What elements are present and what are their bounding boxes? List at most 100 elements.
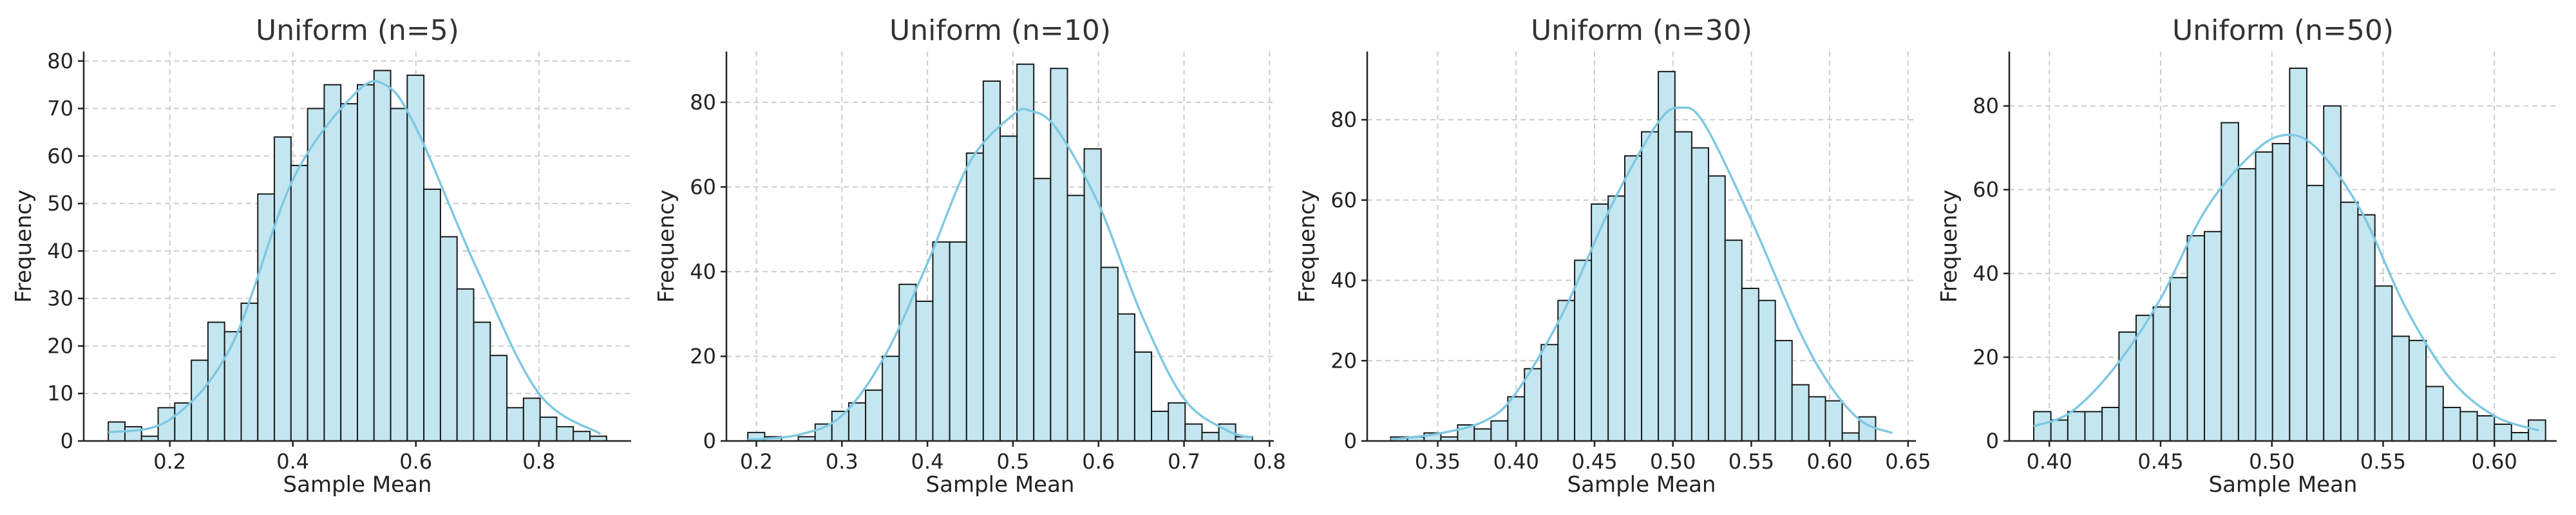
histogram-bar <box>2408 339 2427 442</box>
histogram-bar <box>1808 396 1826 442</box>
histogram-bar <box>1724 239 1743 442</box>
histogram-bar <box>1473 428 1492 442</box>
histogram-bar <box>2289 68 2307 442</box>
y-tick-label: 60 <box>690 174 716 199</box>
x-tick-label: 0.35 <box>1415 449 1461 474</box>
y-tick-label: 80 <box>690 90 716 115</box>
chart-panel-1: 0.2 0.4 0.6 0.8 0 10 20 30 40 50 60 70 80 Uniform (n=… <box>11 14 631 498</box>
chart-title: Uniform (n=30) <box>1531 14 1752 47</box>
y-tick-label: 50 <box>47 191 73 216</box>
histogram-bar <box>2357 214 2376 442</box>
histogram-bar <box>2476 415 2496 442</box>
histogram-bar <box>2459 411 2478 442</box>
histogram-bar <box>473 321 491 442</box>
x-tick-label: 0.8 <box>522 449 555 474</box>
histogram-bar <box>124 426 142 442</box>
kde-curve <box>108 80 601 435</box>
x-tick-label: 0.6 <box>1082 449 1115 474</box>
histogram-bar <box>390 108 408 442</box>
y-tick-label: 20 <box>1973 345 1999 370</box>
y-axis-label: Frequency <box>11 190 37 303</box>
histogram-bar <box>406 74 425 442</box>
histogram-bar <box>2255 151 2273 442</box>
y-tick-label: 80 <box>1973 94 1999 118</box>
x-tick-label: 0.4 <box>911 449 944 474</box>
histogram-bar <box>1607 195 1625 442</box>
histogram-bar <box>539 417 558 442</box>
x-tick-label: 0.4 <box>276 449 309 474</box>
histogram-bar <box>2084 411 2103 442</box>
chart-title: Uniform (n=50) <box>2172 14 2394 47</box>
x-tick-label: 0.60 <box>2472 449 2517 474</box>
x-axis-label: Sample Mean <box>1567 472 1716 498</box>
histogram-bar <box>2391 335 2410 442</box>
y-tick-label: 40 <box>47 239 73 263</box>
histogram-bar <box>1151 410 1170 442</box>
y-axis-label: Frequency <box>1294 190 1320 303</box>
histogram-bar <box>2510 431 2530 442</box>
histogram-bar <box>1791 384 1810 442</box>
y-tick-label: 10 <box>47 381 73 406</box>
histogram-bar <box>1841 432 1860 442</box>
y-tick-label: 30 <box>47 286 73 311</box>
kde-curve <box>2033 133 2539 432</box>
histogram-bar <box>456 288 475 442</box>
histogram-bar <box>1066 194 1085 442</box>
x-tick-label: 0.3 <box>826 449 858 474</box>
y-tick-label: 80 <box>47 49 73 73</box>
x-tick-label: 0.6 <box>399 449 432 474</box>
histogram-bar <box>240 303 259 442</box>
y-tick-label: 60 <box>47 144 73 168</box>
histogram-bar <box>1184 423 1203 442</box>
histogram-bar <box>2237 168 2257 442</box>
histogram-bar <box>2204 230 2222 442</box>
histogram-bar <box>2323 105 2342 442</box>
histogram-bar <box>1707 175 1726 442</box>
histogram-bar <box>1624 155 1642 442</box>
histogram-bar <box>522 397 541 442</box>
y-tick-label: 40 <box>1973 261 1999 286</box>
histogram-bar <box>2152 306 2171 442</box>
histogram-bar <box>2271 143 2291 442</box>
x-tick-label: 0.65 <box>1885 449 1931 474</box>
histogram-bar <box>1757 299 1776 442</box>
histogram-bar <box>573 431 591 442</box>
x-tick-label: 0.8 <box>1253 449 1286 474</box>
histogram-bar <box>1524 368 1542 442</box>
histogram-bar <box>307 108 325 442</box>
histogram-bar <box>1133 351 1153 442</box>
y-tick-label: 20 <box>47 333 73 358</box>
histogram-bar <box>1741 287 1759 442</box>
histogram-bar <box>1201 431 1220 442</box>
x-tick-label: 0.7 <box>1168 449 1200 474</box>
histogram-bar <box>556 426 574 442</box>
histogram-bar <box>2425 386 2444 442</box>
histogram-bar <box>2442 406 2461 442</box>
histogram-bar <box>1507 396 1526 442</box>
histogram-bar <box>357 84 375 442</box>
histogram-bar <box>223 331 242 442</box>
histogram-bar <box>965 152 984 442</box>
histogram-bar <box>2186 235 2206 442</box>
y-tick-label: 0 <box>61 429 73 453</box>
histogram-bar <box>1100 267 1119 442</box>
y-tick-label: 60 <box>1331 188 1357 212</box>
x-axis-label: Sample Mean <box>926 472 1075 498</box>
y-tick-label: 40 <box>690 259 716 284</box>
x-tick-label: 0.50 <box>2249 449 2295 474</box>
histogram-bar <box>1690 147 1709 442</box>
histogram-bar <box>865 389 884 442</box>
histogram-bar <box>1641 131 1660 442</box>
y-tick-label: 60 <box>1973 178 1999 202</box>
histogram-bar <box>1168 402 1186 442</box>
histogram-bar <box>1490 420 1509 442</box>
y-tick-label: 0 <box>1344 429 1357 453</box>
chart-title: Uniform (n=10) <box>889 14 1111 47</box>
chart-title: Uniform (n=5) <box>256 14 459 47</box>
histogram-bar <box>1033 178 1052 442</box>
histogram-bar <box>2494 423 2512 442</box>
histogram-bar <box>290 165 308 442</box>
y-tick-label: 20 <box>1331 348 1357 373</box>
histogram-bar <box>949 241 967 442</box>
